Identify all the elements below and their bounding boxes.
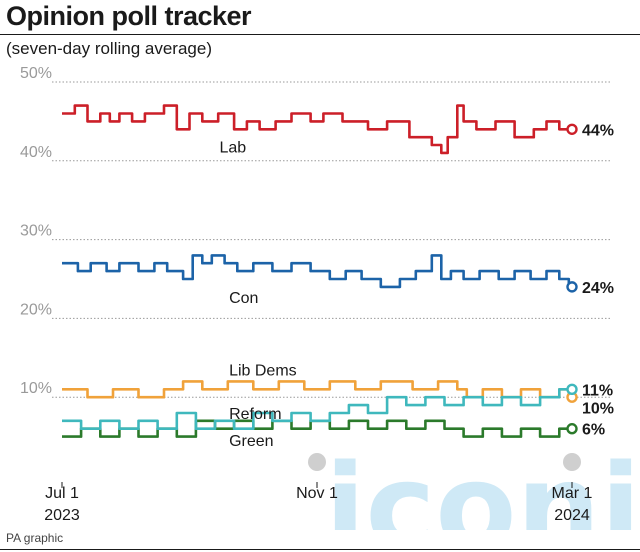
title-divider (0, 34, 640, 35)
series-label-lib-dems: Lib Dems (229, 363, 297, 380)
end-marker-con (566, 281, 578, 293)
series-labels: 44% 24% 11%10% 6% Lab Con Lib Dems Reform Green (220, 122, 615, 449)
y-tick-label: 20% (20, 301, 52, 318)
page-title: Opinion poll tracker (6, 1, 252, 31)
x-tick-label: Mar 1 (552, 485, 593, 502)
end-label-lib-dems: 10% (582, 400, 614, 417)
watermark-dot-left (308, 453, 326, 471)
y-tick-label: 50% (20, 65, 52, 82)
end-label-green: 6% (582, 422, 605, 439)
chart-gridlines (52, 81, 610, 398)
series-label-lab: Lab (220, 140, 247, 157)
series-line-reform (62, 387, 572, 431)
end-marker-green (566, 423, 578, 435)
end-marker-reform (566, 383, 578, 396)
poll-line-chart: iconic 50% 40% 30% 20% 10% Jul 1 2023 Nov 1 Mar… (20, 65, 640, 530)
y-axis-tick-labels: 50% 40% 30% 20% 10% (20, 65, 52, 397)
series-line-lab (62, 104, 572, 155)
end-label-con: 24% (582, 280, 614, 297)
series-label-con: Con (229, 290, 258, 307)
y-tick-label: 10% (20, 380, 52, 397)
x-tick-year-label: 2023 (44, 507, 80, 524)
end-label-lab: 44% (582, 122, 614, 139)
y-tick-label: 30% (20, 223, 52, 240)
watermark-text: iconic (325, 438, 640, 530)
x-tick-label: Nov 1 (296, 485, 338, 502)
y-tick-label: 40% (20, 144, 52, 161)
series-label-green: Green (229, 433, 273, 450)
iconic-watermark: iconic (308, 438, 640, 530)
end-label-reform: 11% (582, 382, 613, 399)
x-axis-tick-labels: Jul 1 2023 Nov 1 Mar 1 2024 (44, 482, 593, 524)
series-label-reform: Reform (229, 406, 281, 423)
page-subtitle: (seven-day rolling average) (6, 39, 212, 58)
series-line-lib-dems (62, 380, 572, 399)
end-marker-lab (566, 123, 578, 135)
x-tick-label: Jul 1 (45, 485, 79, 502)
x-tick-year-label: 2024 (554, 507, 590, 524)
source-credit: PA graphic (6, 531, 64, 545)
series-line-con (62, 254, 572, 289)
series-lines (62, 104, 578, 438)
footer-divider (0, 549, 640, 550)
watermark-dot-right (563, 453, 581, 471)
